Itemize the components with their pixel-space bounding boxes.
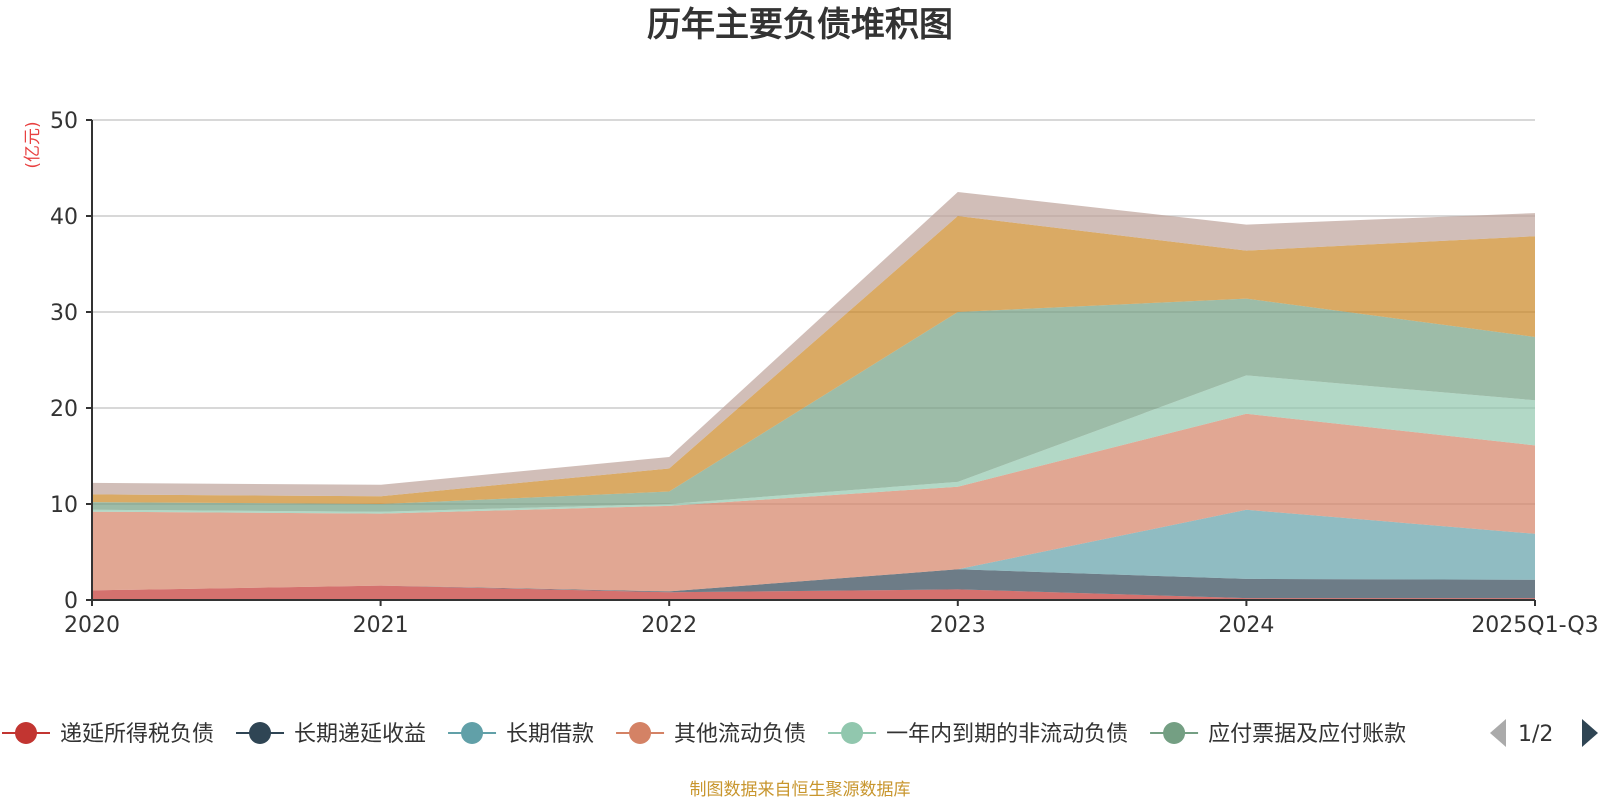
x-tick-label: 2022 xyxy=(641,613,697,638)
legend-label: 应付票据及应付账款 xyxy=(1208,722,1406,747)
legend-pager: 1/2 xyxy=(1490,719,1598,747)
y-tick-label: 20 xyxy=(50,397,78,422)
area-series-6 xyxy=(92,298,1535,512)
legend-item-4[interactable]: 其他流动负债 xyxy=(616,722,806,747)
area-series-7 xyxy=(92,216,1535,504)
y-tick-label: 0 xyxy=(64,589,78,614)
legend-circle-icon xyxy=(841,722,864,744)
legend-next-icon[interactable] xyxy=(1582,719,1598,747)
legend-label: 一年内到期的非流动负债 xyxy=(886,722,1128,747)
area-series-8 xyxy=(92,192,1535,497)
y-tick-label: 50 xyxy=(50,109,78,134)
legend-label: 其他流动负债 xyxy=(674,722,806,747)
x-tick-label: 2020 xyxy=(64,613,120,638)
area-series-4 xyxy=(92,413,1535,592)
legend-item-5[interactable]: 一年内到期的非流动负债 xyxy=(828,722,1128,747)
legend: 递延所得税负债 长期递延收益 长期借款 其他流动负债 一年内到期的非流动负债 应付票据及应… xyxy=(2,722,1406,747)
legend-item-3[interactable]: 长期借款 xyxy=(448,722,594,747)
legend-item-1[interactable]: 递延所得税负债 xyxy=(2,722,214,747)
legend-label: 长期递延收益 xyxy=(294,722,426,747)
area-series-2 xyxy=(92,569,1535,599)
legend-label: 递延所得税负债 xyxy=(60,722,214,747)
chart-title: 历年主要负债堆积图 xyxy=(647,5,953,45)
legend-page-indicator: 1/2 xyxy=(1518,722,1553,747)
legend-circle-icon xyxy=(1163,722,1186,744)
area-series-3 xyxy=(92,509,1535,592)
legend-label: 长期借款 xyxy=(506,722,594,747)
area-series-1 xyxy=(92,585,1535,600)
x-tick-label: 2023 xyxy=(930,613,986,638)
legend-circle-icon xyxy=(15,722,37,744)
y-tick-label: 10 xyxy=(50,493,78,518)
y-tick-label: 30 xyxy=(50,301,78,326)
y-axis-unit-label: (亿元) xyxy=(23,121,43,168)
x-tick-label: 2024 xyxy=(1218,613,1274,638)
x-tick-label: 2025Q1-Q3 xyxy=(1471,613,1598,638)
area-series-5 xyxy=(92,375,1535,514)
legend-circle-icon xyxy=(249,722,272,744)
y-tick-label: 40 xyxy=(50,205,78,230)
legend-circle-icon xyxy=(629,722,652,744)
area-series-group xyxy=(92,192,1535,600)
axes: 0 10 20 30 40 50 2020 2021 2022 2023 2024 2025Q1-Q3 xyxy=(50,109,1599,638)
legend-item-2[interactable]: 长期递延收益 xyxy=(236,722,426,747)
source-note: 制图数据来自恒生聚源数据库 xyxy=(690,780,911,800)
legend-circle-icon xyxy=(461,722,484,744)
x-tick-label: 2021 xyxy=(353,613,409,638)
legend-item-6[interactable]: 应付票据及应付账款 xyxy=(1150,722,1406,747)
legend-prev-icon[interactable] xyxy=(1490,719,1506,747)
